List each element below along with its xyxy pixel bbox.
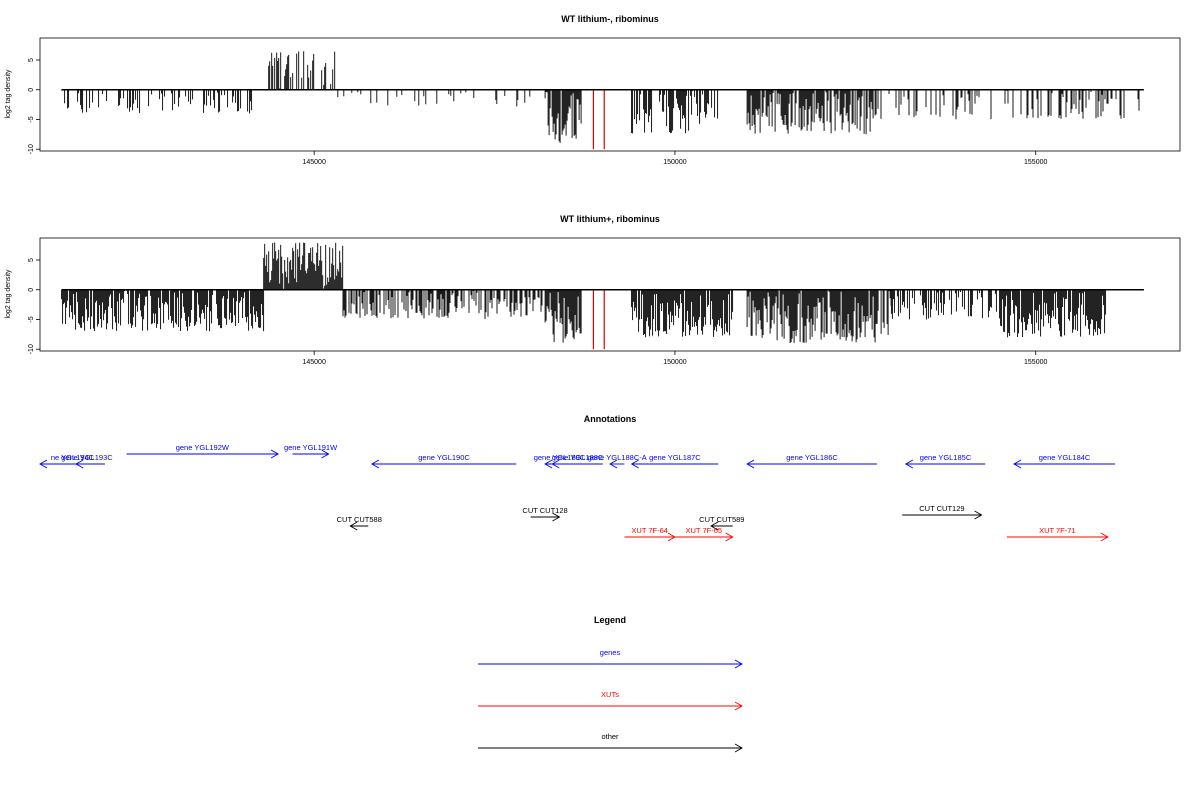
annotation-label: CUT CUT128 [522, 506, 567, 515]
legend-item: other [478, 732, 743, 753]
gene-feature: gene YGL185C [904, 453, 986, 469]
x-tick-label: 150000 [663, 159, 686, 166]
annotation-label: gene YGL188C-A [588, 453, 647, 462]
panel-2-frame [39, 237, 1181, 352]
panel-2-y-label: log2 tag density [5, 269, 12, 319]
annotation-label: XUT 7F-65 [686, 526, 723, 535]
annotation-label: gene YGL186C [786, 453, 838, 462]
panel-1: WT lithium-, ribominus -10 -5 0 5 145000 150… [5, 14, 1181, 166]
x-tick-label: 150000 [663, 359, 686, 366]
annotation-label: gene YGL185C [920, 453, 972, 462]
legend-item: genes [478, 648, 743, 669]
annotation-arrowhead [349, 521, 358, 531]
cut-feature: CUT CUT589 [699, 515, 744, 531]
x-tick-label: 155000 [1024, 359, 1047, 366]
x-tick-label: 145000 [302, 359, 325, 366]
annotation-arrowhead [75, 459, 84, 469]
annotation-arrowhead [609, 459, 618, 469]
annotation-arrowhead [1100, 532, 1109, 542]
annotation-arrowhead [725, 532, 734, 542]
annotation-label: CUT CUT129 [919, 504, 964, 513]
y-tick-label: -5 [28, 316, 35, 322]
xut-feature: XUT 7F-65 [674, 526, 734, 542]
y-tick-label: 5 [28, 258, 35, 262]
panel-1-y-label: log2 tag density [5, 69, 12, 119]
x-tick-label: 145000 [302, 159, 325, 166]
annotation-arrowhead [544, 459, 553, 469]
legend-label: XUTs [601, 690, 619, 699]
annotation-arrowhead [370, 459, 380, 469]
annotation-label: gene YGL193C [61, 453, 113, 462]
gene-feature: gene YGL193C [61, 453, 113, 469]
annotation-arrowhead [270, 449, 280, 459]
annotation-label: gene YGL190C [418, 453, 470, 462]
xut-feature: XUT 7F-64 [624, 526, 676, 542]
annotation-arrowhead [552, 512, 561, 522]
legend-arrowhead [734, 659, 743, 669]
annotation-arrowhead [321, 449, 330, 459]
gene-feature: gene YGL192W [126, 443, 280, 459]
annotation-label: CUT CUT589 [699, 515, 744, 524]
gene-feature: gene YGL191W [284, 443, 338, 459]
panel-1-y-axis: -10 -5 0 5 [28, 58, 40, 154]
legend-item: XUTs [478, 690, 743, 711]
annotations-title: Annotations [584, 414, 637, 424]
cut-feature: CUT CUT129 [902, 504, 983, 520]
gene-feature: gene YGL187C [630, 453, 719, 469]
annotation-arrowhead [974, 510, 983, 520]
cut-feature: CUT CUT588 [337, 515, 382, 531]
annotation-arrowhead [710, 521, 719, 531]
panel-1-title: WT lithium-, ribominus [561, 14, 659, 24]
xut-feature: XUT 7F-71 [1006, 526, 1109, 542]
legend-label: other [601, 732, 619, 741]
annotation-arrowhead [551, 459, 560, 469]
y-tick-label: 0 [28, 288, 35, 292]
annotation-arrowhead [630, 459, 639, 469]
cut-feature: CUT CUT128 [522, 506, 568, 522]
annotation-label: gene YGL187C [649, 453, 701, 462]
annotation-label: gene YGL189C [534, 453, 586, 462]
annotation-arrowhead [746, 459, 755, 469]
y-tick-label: 0 [28, 88, 35, 92]
annotation-label: gene YGL192W [176, 443, 230, 452]
panel-1-x-axis: 145000 150000 155000 [302, 151, 1047, 166]
panel-2-title: WT lithium+, ribominus [560, 214, 660, 224]
annotation-label: CUT CUT588 [337, 515, 382, 524]
legend-title: Legend [594, 615, 626, 625]
gene-feature: gene YGL190C [370, 453, 517, 469]
panel-2-y-axis: -10 -5 0 5 [28, 258, 40, 354]
legend-label: genes [600, 648, 621, 657]
panel-2-bars [61, 242, 1144, 350]
panel-1-bars [61, 51, 1144, 150]
legend: Legend genes XUTs other [478, 615, 743, 753]
annotation-arrowhead [39, 459, 48, 469]
panel-2-x-axis: 145000 150000 155000 [302, 351, 1047, 366]
legend-arrowhead [734, 743, 743, 753]
annotation-label: XUT 7F-64 [631, 526, 668, 535]
annotation-label: gene YGL184C [1039, 453, 1091, 462]
gene-feature: gene YGL186C [746, 453, 877, 469]
annotation-label: gene YGL188C [552, 453, 604, 462]
y-tick-label: 5 [28, 58, 35, 62]
annotation-arrowhead [904, 459, 914, 469]
x-tick-label: 155000 [1024, 159, 1047, 166]
gene-feature: gene YGL188C-A [588, 453, 647, 469]
annotation-label: gene YGL191W [284, 443, 338, 452]
annotation-label: ne YGL194C [51, 453, 95, 462]
annotation-arrowhead [1013, 459, 1022, 469]
panel-2: WT lithium+, ribominus -10 -5 0 5 145000 150… [5, 214, 1181, 366]
gene-feature: gene YGL184C [1013, 453, 1116, 469]
annotation-label: XUT 7F-71 [1039, 526, 1076, 535]
panel-1-frame [39, 37, 1181, 152]
gene-feature: gene YGL188C [551, 453, 604, 469]
y-tick-label: -10 [28, 144, 35, 154]
y-tick-label: -5 [28, 116, 35, 122]
legend-items: genes XUTs other [478, 648, 743, 753]
y-tick-label: -10 [28, 344, 35, 354]
legend-arrowhead [734, 701, 743, 711]
